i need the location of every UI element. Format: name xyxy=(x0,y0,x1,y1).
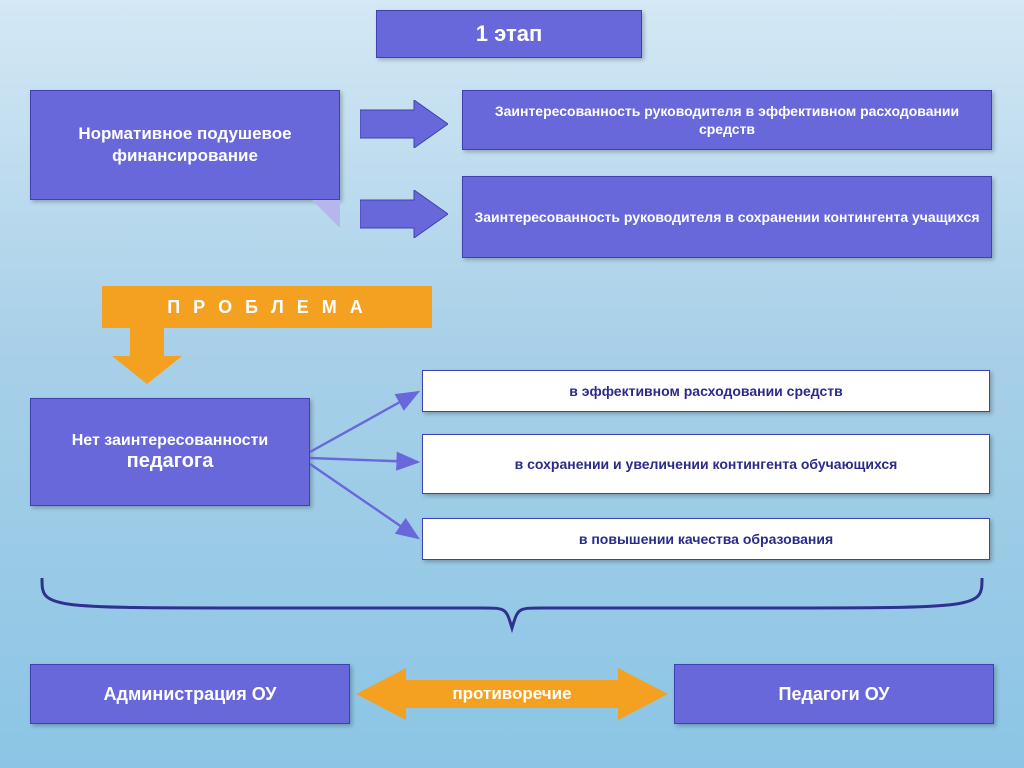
contradiction-label: противоречие xyxy=(356,666,668,722)
financing-text: Нормативное подушевое финансирование xyxy=(41,123,329,167)
white-3-text: в повышении качества образования xyxy=(579,530,833,548)
curly-bracket xyxy=(36,574,988,634)
financing-fold-corner xyxy=(312,200,340,228)
no-interest-box: Нет заинтересованности педагога xyxy=(30,398,310,506)
stage-title: 1 этап xyxy=(376,10,642,58)
interest-box-2: Заинтересованность руководителя в сохран… xyxy=(462,176,992,258)
no-interest-emph: педагога xyxy=(127,450,214,473)
bottom-left-text: Администрация ОУ xyxy=(104,684,277,705)
no-interest-line1: Нет заинтересованности xyxy=(72,432,269,450)
bottom-right-box: Педагоги ОУ xyxy=(674,664,994,724)
bottom-right-text: Педагоги ОУ xyxy=(779,684,890,705)
interest-1-text: Заинтересованность руководителя в эффект… xyxy=(473,102,981,138)
interest-2-text: Заинтересованность руководителя в сохран… xyxy=(474,208,979,226)
thin-arrows xyxy=(310,380,430,550)
block-arrow-1 xyxy=(360,100,448,148)
orange-down-arrow xyxy=(112,328,182,384)
problem-text: П Р О Б Л Е М А xyxy=(167,297,367,318)
white-1-text: в эффективном расходовании средств xyxy=(569,382,843,400)
white-box-3: в повышении качества образования xyxy=(422,518,990,560)
bottom-left-box: Администрация ОУ xyxy=(30,664,350,724)
interest-box-1: Заинтересованность руководителя в эффект… xyxy=(462,90,992,150)
financing-box: Нормативное подушевое финансирование xyxy=(30,90,340,200)
contradiction-text: противоречие xyxy=(452,684,571,704)
white-2-text: в сохранении и увеличении контингента об… xyxy=(515,455,898,473)
block-arrow-2 xyxy=(360,190,448,238)
problem-label: П Р О Б Л Е М А xyxy=(102,286,432,328)
white-box-1: в эффективном расходовании средств xyxy=(422,370,990,412)
stage-title-text: 1 этап xyxy=(476,21,543,47)
white-box-2: в сохранении и увеличении контингента об… xyxy=(422,434,990,494)
